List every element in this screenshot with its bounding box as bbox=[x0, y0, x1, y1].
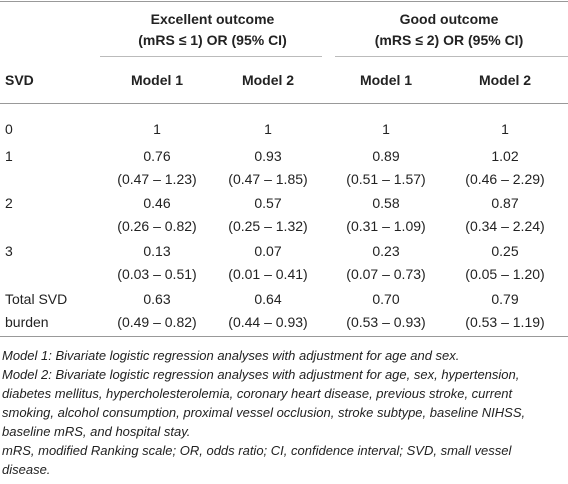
footnote: Model 1: Bivariate logistic regression a… bbox=[2, 348, 460, 363]
header-rule bbox=[0, 103, 568, 104]
row-label: 0 bbox=[5, 121, 13, 137]
row-label: 3 bbox=[5, 243, 13, 259]
cell: 0.57 (0.25 – 1.32) bbox=[213, 192, 323, 238]
odds-ratio: 0.89 bbox=[372, 148, 400, 164]
cell: 0.93 (0.47 – 1.85) bbox=[213, 145, 323, 191]
group-header: Excellent outcome (mRS ≤ 1) OR (95% CI) bbox=[100, 9, 325, 51]
row-label: 2 bbox=[5, 195, 13, 211]
cell: 0.07 (0.01 – 0.41) bbox=[213, 240, 323, 286]
odds-ratio: 1.02 bbox=[491, 148, 519, 164]
cell: 0.70 (0.53 – 0.93) bbox=[331, 288, 441, 334]
odds-ratio: 0.87 bbox=[491, 195, 519, 211]
cell: 0.13 (0.03 – 0.51) bbox=[102, 240, 212, 286]
confidence-interval: (0.34 – 2.24) bbox=[465, 218, 545, 234]
cell: 0.79 (0.53 – 1.19) bbox=[450, 288, 560, 334]
odds-ratio: 1 bbox=[153, 121, 161, 137]
group-rule bbox=[335, 56, 568, 57]
cell: 1 bbox=[331, 118, 441, 141]
cell: 0.89 (0.51 – 1.57) bbox=[331, 145, 441, 191]
confidence-interval: (0.31 – 1.09) bbox=[346, 218, 426, 234]
odds-ratio: 0.57 bbox=[254, 195, 282, 211]
odds-ratio: 0.64 bbox=[254, 291, 282, 307]
cell: 0.58 (0.31 – 1.09) bbox=[331, 192, 441, 238]
odds-ratio: 0.93 bbox=[254, 148, 282, 164]
odds-ratio: 0.79 bbox=[491, 291, 519, 307]
row-label: 1 bbox=[5, 148, 13, 164]
odds-ratio: 0.46 bbox=[143, 195, 171, 211]
confidence-interval: (0.26 – 0.82) bbox=[117, 218, 197, 234]
confidence-interval: (0.25 – 1.32) bbox=[228, 218, 308, 234]
cell: 0.25 (0.05 – 1.20) bbox=[450, 240, 560, 286]
column-header: Model 2 bbox=[241, 72, 295, 88]
column-header: Model 1 bbox=[359, 72, 413, 88]
cell: 1.02 (0.46 – 2.29) bbox=[450, 145, 560, 191]
group-rule bbox=[100, 56, 322, 57]
group-header: Good outcome (mRS ≤ 2) OR (95% CI) bbox=[330, 9, 568, 51]
confidence-interval: (0.47 – 1.23) bbox=[117, 171, 197, 187]
confidence-interval: (0.07 – 0.73) bbox=[346, 266, 426, 282]
odds-ratio: 0.23 bbox=[372, 243, 400, 259]
odds-ratio: 0.58 bbox=[372, 195, 400, 211]
confidence-interval: (0.53 – 0.93) bbox=[346, 314, 426, 330]
odds-ratio: 1 bbox=[501, 121, 509, 137]
cell: 1 bbox=[213, 118, 323, 141]
cell: 0.87 (0.34 – 2.24) bbox=[450, 192, 560, 238]
confidence-interval: (0.53 – 1.19) bbox=[465, 314, 545, 330]
confidence-interval: (0.51 – 1.57) bbox=[346, 171, 426, 187]
odds-ratio: 0.70 bbox=[372, 291, 400, 307]
row-header: SVD bbox=[5, 72, 34, 88]
cell: 0.64 (0.44 – 0.93) bbox=[213, 288, 323, 334]
cell: 0.76 (0.47 – 1.23) bbox=[102, 145, 212, 191]
group-subtitle: (mRS ≤ 2) OR (95% CI) bbox=[374, 32, 524, 48]
group-subtitle: (mRS ≤ 1) OR (95% CI) bbox=[138, 32, 287, 48]
bottom-rule bbox=[0, 336, 568, 337]
cell: 0.23 (0.07 – 0.73) bbox=[331, 240, 441, 286]
group-title: Good outcome bbox=[399, 11, 499, 27]
cell: 0.46 (0.26 – 0.82) bbox=[102, 192, 212, 238]
column-header: Model 2 bbox=[478, 72, 532, 88]
confidence-interval: (0.05 – 1.20) bbox=[465, 266, 545, 282]
confidence-interval: (0.46 – 2.29) bbox=[465, 171, 545, 187]
odds-ratio: 0.63 bbox=[143, 291, 171, 307]
group-title: Excellent outcome bbox=[150, 11, 275, 27]
footnotes: Model 1: Bivariate logistic regression a… bbox=[2, 346, 562, 479]
footnote: mRS, modified Ranking scale; OR, odds ra… bbox=[2, 443, 512, 477]
cell: 1 bbox=[450, 118, 560, 141]
odds-ratio: 0.13 bbox=[143, 243, 171, 259]
odds-ratio: 1 bbox=[382, 121, 390, 137]
row-label: Total SVD burden bbox=[5, 291, 68, 330]
odds-ratio: 1 bbox=[264, 121, 272, 137]
top-rule bbox=[0, 1, 568, 2]
confidence-interval: (0.47 – 1.85) bbox=[228, 171, 308, 187]
confidence-interval: (0.01 – 0.41) bbox=[228, 266, 308, 282]
cell: 0.63 (0.49 – 0.82) bbox=[102, 288, 212, 334]
footnote: Model 2: Bivariate logistic regression a… bbox=[2, 367, 526, 439]
confidence-interval: (0.44 – 0.93) bbox=[228, 314, 308, 330]
odds-ratio: 0.76 bbox=[143, 148, 171, 164]
confidence-interval: (0.49 – 0.82) bbox=[117, 314, 197, 330]
odds-ratio: 0.07 bbox=[254, 243, 282, 259]
cell: 1 bbox=[102, 118, 212, 141]
confidence-interval: (0.03 – 0.51) bbox=[117, 266, 197, 282]
column-header: Model 1 bbox=[130, 72, 184, 88]
odds-ratio: 0.25 bbox=[491, 243, 519, 259]
